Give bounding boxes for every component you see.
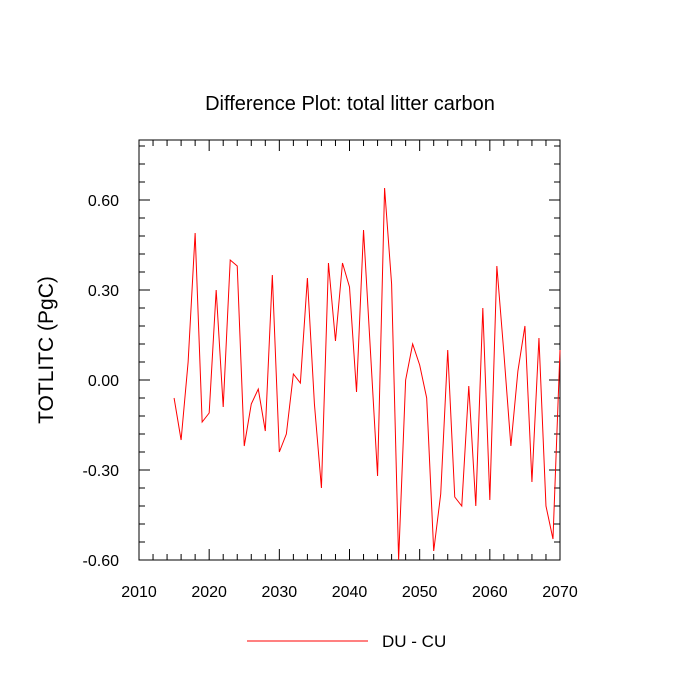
x-tick-label: 2070 — [542, 584, 578, 601]
y-tick-label: -0.60 — [83, 553, 120, 570]
series-line — [173, 187, 561, 561]
series-group — [173, 187, 561, 561]
chart-title: Difference Plot: total litter carbon — [205, 93, 495, 115]
x-tick-label: 2020 — [191, 584, 227, 601]
y-tick-label: 0.30 — [88, 283, 119, 300]
y-axis-label: TOTLITC (PgC) — [35, 276, 58, 424]
legend-label: DU - CU — [382, 632, 446, 651]
y-tick-label: -0.30 — [83, 463, 120, 480]
x-tick-label: 2050 — [402, 584, 438, 601]
legend: DU - CU — [247, 632, 446, 651]
x-axis-tick-labels: 2010 2020 2030 2040 2050 2060 2070 — [121, 584, 578, 601]
x-tick-label: 2040 — [332, 584, 368, 601]
x-tick-label: 2060 — [472, 584, 508, 601]
x-tick-label: 2030 — [262, 584, 298, 601]
x-tick-label: 2010 — [121, 584, 157, 601]
y-tick-label: 0.60 — [88, 193, 119, 210]
axis-ticks — [138, 140, 561, 561]
plot-area — [138, 139, 561, 561]
y-axis-tick-labels: -0.60 -0.30 0.00 0.30 0.60 — [83, 193, 120, 570]
y-tick-label: 0.00 — [88, 373, 119, 390]
